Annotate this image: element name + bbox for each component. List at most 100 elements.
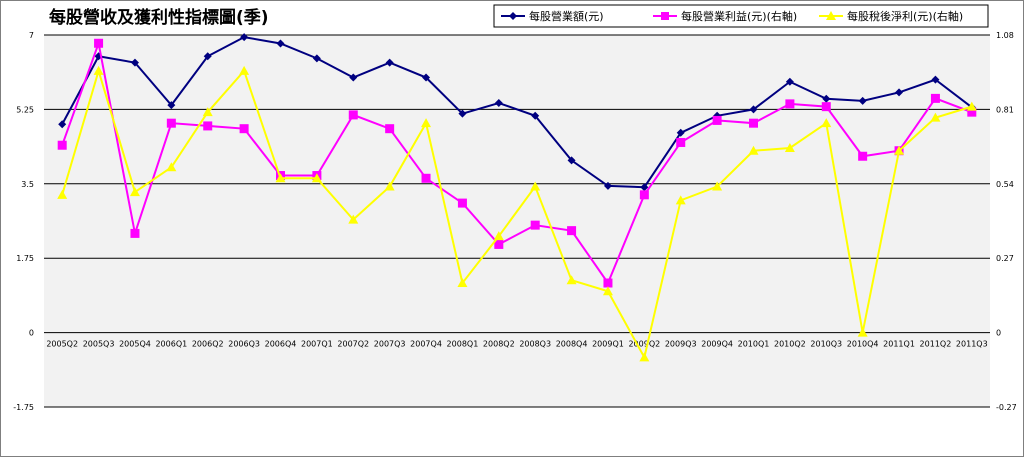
data-point: [203, 52, 212, 61]
left-axis: 7 5.25 3.5 1.75 0 -1.75: [13, 31, 34, 412]
x-tick-label: 2009Q4: [701, 340, 733, 349]
series-0: [58, 33, 976, 192]
right-tick-label: 0.54: [996, 180, 1014, 189]
data-point: [967, 107, 977, 117]
data-point: [458, 109, 467, 118]
legend-label: 每股稅後淨利(元)(右軸): [847, 9, 963, 23]
series-line: [61, 36, 973, 189]
data-point: [457, 278, 468, 287]
data-point: [966, 101, 977, 111]
data-point: [348, 214, 359, 224]
legend: 每股營業額(元) 每股營業利益(元)(右軸) 每股稅後淨利(元)(右軸): [493, 4, 989, 28]
right-axis: 1.08 0.81 0.54 0.27 0 -0.27: [996, 31, 1017, 412]
x-tick-label: 2009Q2: [628, 340, 660, 349]
data-point: [821, 102, 831, 112]
data-point: [93, 65, 104, 75]
legend-label: 每股營業額(元): [529, 9, 604, 23]
x-tick-label: 2011Q2: [920, 340, 952, 349]
left-tick-label: 3.5: [21, 180, 34, 189]
data-point: [531, 111, 540, 120]
data-point: [130, 58, 139, 67]
legend-label: 每股營業利益(元)(右軸): [681, 9, 797, 23]
data-point: [457, 198, 467, 208]
data-point: [385, 58, 394, 67]
series-2: [57, 65, 977, 362]
x-tick-label: 2006Q2: [192, 340, 224, 349]
data-point: [311, 173, 322, 183]
data-point: [712, 115, 722, 125]
x-tick-label: 2008Q2: [483, 340, 515, 349]
data-point: [240, 33, 249, 42]
x-tick-label: 2005Q2: [46, 340, 78, 349]
data-point: [530, 220, 540, 230]
data-point: [129, 187, 140, 197]
data-point: [312, 54, 321, 63]
legend-box: [493, 4, 989, 28]
x-tick-label: 2008Q4: [556, 340, 588, 349]
data-point: [130, 228, 140, 238]
data-point: [602, 286, 613, 296]
data-point: [640, 183, 649, 192]
legend-marker: [826, 11, 836, 20]
x-tick-label: 2009Q3: [665, 340, 697, 349]
x-tick-label: 2010Q2: [774, 340, 806, 349]
data-point: [603, 278, 613, 288]
x-tick-label: 2010Q4: [847, 340, 879, 349]
data-point: [421, 173, 431, 183]
data-point: [676, 128, 685, 137]
x-tick-label: 2010Q1: [738, 340, 770, 349]
x-tick-label: 2005Q3: [83, 340, 115, 349]
data-point: [894, 145, 905, 155]
x-tick-label: 2006Q1: [155, 340, 187, 349]
data-point: [567, 156, 576, 165]
x-tick-label: 2006Q4: [265, 340, 297, 349]
data-point: [166, 162, 177, 172]
x-tick-label: 2011Q3: [956, 340, 988, 349]
data-point: [166, 118, 176, 128]
data-point: [930, 112, 941, 122]
data-point: [58, 120, 67, 129]
data-point: [821, 118, 832, 128]
right-tick-label: 0.81: [996, 105, 1014, 114]
x-tick-label: 2008Q1: [447, 340, 479, 349]
data-point: [494, 239, 504, 249]
data-point: [857, 327, 868, 337]
x-tick-label: 2007Q4: [410, 340, 442, 349]
data-point: [239, 124, 249, 134]
data-point: [858, 151, 868, 161]
data-point: [530, 181, 541, 191]
x-tick-label: 2007Q1: [301, 340, 333, 349]
legend-marker: [661, 12, 669, 20]
x-tick-label: 2008Q3: [519, 340, 551, 349]
data-point: [94, 38, 104, 48]
series-line: [61, 67, 973, 361]
data-point: [566, 275, 577, 285]
data-point: [675, 195, 686, 205]
data-point: [494, 99, 503, 108]
data-point: [822, 94, 831, 103]
data-point: [57, 140, 67, 150]
data-point: [239, 65, 250, 75]
data-point: [203, 121, 213, 131]
right-tick-label: -0.27: [996, 403, 1017, 412]
data-point: [785, 99, 795, 109]
data-point: [348, 110, 358, 120]
data-point: [275, 173, 286, 183]
data-point: [493, 231, 504, 241]
data-point: [748, 145, 759, 155]
data-point: [422, 73, 431, 82]
data-point: [712, 181, 723, 191]
data-point: [349, 73, 358, 82]
data-point: [167, 101, 176, 110]
data-point: [202, 107, 213, 117]
chart-title: 每股營收及獲利性指標圖(季): [49, 7, 269, 28]
series-line: [61, 39, 973, 286]
data-point: [676, 137, 686, 147]
data-point: [567, 226, 577, 236]
data-point: [931, 75, 940, 84]
right-tick-label: 1.08: [996, 31, 1014, 40]
data-point: [385, 124, 395, 134]
data-point: [57, 189, 68, 199]
